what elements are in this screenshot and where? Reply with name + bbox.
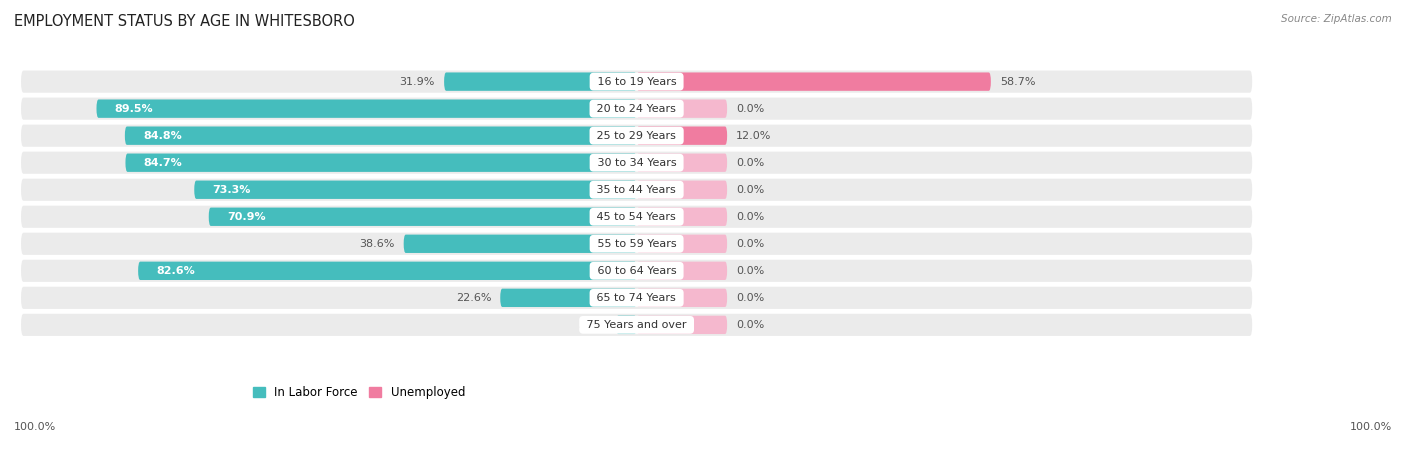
FancyBboxPatch shape [21, 98, 1253, 120]
Text: 0.0%: 0.0% [737, 158, 765, 168]
FancyBboxPatch shape [637, 261, 727, 280]
Text: 100.0%: 100.0% [1350, 422, 1392, 432]
Text: 31.9%: 31.9% [399, 76, 434, 87]
FancyBboxPatch shape [21, 152, 1253, 174]
Text: 3.4%: 3.4% [579, 320, 607, 330]
Text: 70.9%: 70.9% [226, 212, 266, 222]
FancyBboxPatch shape [125, 126, 637, 145]
FancyBboxPatch shape [637, 315, 727, 334]
FancyBboxPatch shape [637, 180, 727, 199]
FancyBboxPatch shape [637, 207, 727, 226]
Text: 82.6%: 82.6% [156, 266, 195, 276]
Text: 75 Years and over: 75 Years and over [583, 320, 690, 330]
Text: 0.0%: 0.0% [737, 266, 765, 276]
Text: 0.0%: 0.0% [737, 212, 765, 222]
Text: EMPLOYMENT STATUS BY AGE IN WHITESBORO: EMPLOYMENT STATUS BY AGE IN WHITESBORO [14, 14, 354, 28]
Text: 73.3%: 73.3% [212, 185, 250, 195]
Text: 20 to 24 Years: 20 to 24 Years [593, 104, 681, 114]
FancyBboxPatch shape [637, 153, 727, 172]
FancyBboxPatch shape [97, 99, 637, 118]
Text: 16 to 19 Years: 16 to 19 Years [593, 76, 679, 87]
FancyBboxPatch shape [501, 288, 637, 307]
Text: 38.6%: 38.6% [359, 239, 395, 249]
FancyBboxPatch shape [194, 180, 637, 199]
Text: 89.5%: 89.5% [114, 104, 153, 114]
Text: 0.0%: 0.0% [737, 104, 765, 114]
Text: 0.0%: 0.0% [737, 320, 765, 330]
FancyBboxPatch shape [21, 71, 1253, 93]
Text: 45 to 54 Years: 45 to 54 Years [593, 212, 679, 222]
FancyBboxPatch shape [125, 153, 637, 172]
FancyBboxPatch shape [208, 207, 637, 226]
Text: 84.7%: 84.7% [143, 158, 183, 168]
FancyBboxPatch shape [138, 261, 637, 280]
Text: 60 to 64 Years: 60 to 64 Years [593, 266, 679, 276]
FancyBboxPatch shape [637, 288, 727, 307]
Text: 0.0%: 0.0% [737, 239, 765, 249]
FancyBboxPatch shape [21, 314, 1253, 336]
FancyBboxPatch shape [616, 315, 637, 334]
Text: 84.8%: 84.8% [143, 130, 181, 141]
Text: 0.0%: 0.0% [737, 185, 765, 195]
Text: 35 to 44 Years: 35 to 44 Years [593, 185, 679, 195]
FancyBboxPatch shape [21, 260, 1253, 282]
FancyBboxPatch shape [637, 99, 727, 118]
Text: 22.6%: 22.6% [456, 293, 491, 303]
FancyBboxPatch shape [21, 233, 1253, 255]
FancyBboxPatch shape [21, 287, 1253, 309]
FancyBboxPatch shape [637, 234, 727, 253]
FancyBboxPatch shape [637, 72, 991, 91]
FancyBboxPatch shape [21, 179, 1253, 201]
Text: 30 to 34 Years: 30 to 34 Years [593, 158, 679, 168]
FancyBboxPatch shape [637, 126, 727, 145]
Text: 100.0%: 100.0% [14, 422, 56, 432]
Text: 65 to 74 Years: 65 to 74 Years [593, 293, 679, 303]
Legend: In Labor Force, Unemployed: In Labor Force, Unemployed [247, 382, 470, 404]
FancyBboxPatch shape [444, 72, 637, 91]
Text: 58.7%: 58.7% [1000, 76, 1035, 87]
Text: 0.0%: 0.0% [737, 293, 765, 303]
Text: 12.0%: 12.0% [737, 130, 772, 141]
FancyBboxPatch shape [21, 125, 1253, 147]
FancyBboxPatch shape [404, 234, 637, 253]
FancyBboxPatch shape [21, 206, 1253, 228]
Text: 55 to 59 Years: 55 to 59 Years [593, 239, 679, 249]
Text: 25 to 29 Years: 25 to 29 Years [593, 130, 681, 141]
Text: Source: ZipAtlas.com: Source: ZipAtlas.com [1281, 14, 1392, 23]
